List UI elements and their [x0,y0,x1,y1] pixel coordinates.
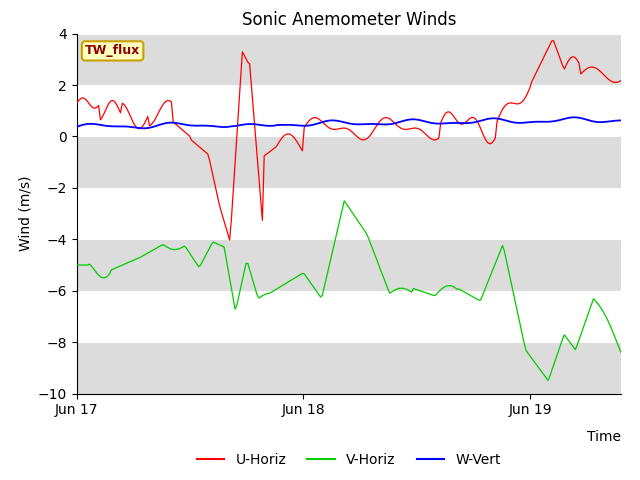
Text: TW_flux: TW_flux [85,44,140,58]
Bar [77,136,621,188]
Y-axis label: Wind (m/s): Wind (m/s) [19,176,32,252]
Bar [77,342,621,394]
Bar [77,34,621,85]
Title: Sonic Anemometer Winds: Sonic Anemometer Winds [241,11,456,29]
Text: Time: Time [587,430,621,444]
Bar [77,240,621,291]
Legend: U-Horiz, V-Horiz, W-Vert: U-Horiz, V-Horiz, W-Vert [191,447,506,472]
